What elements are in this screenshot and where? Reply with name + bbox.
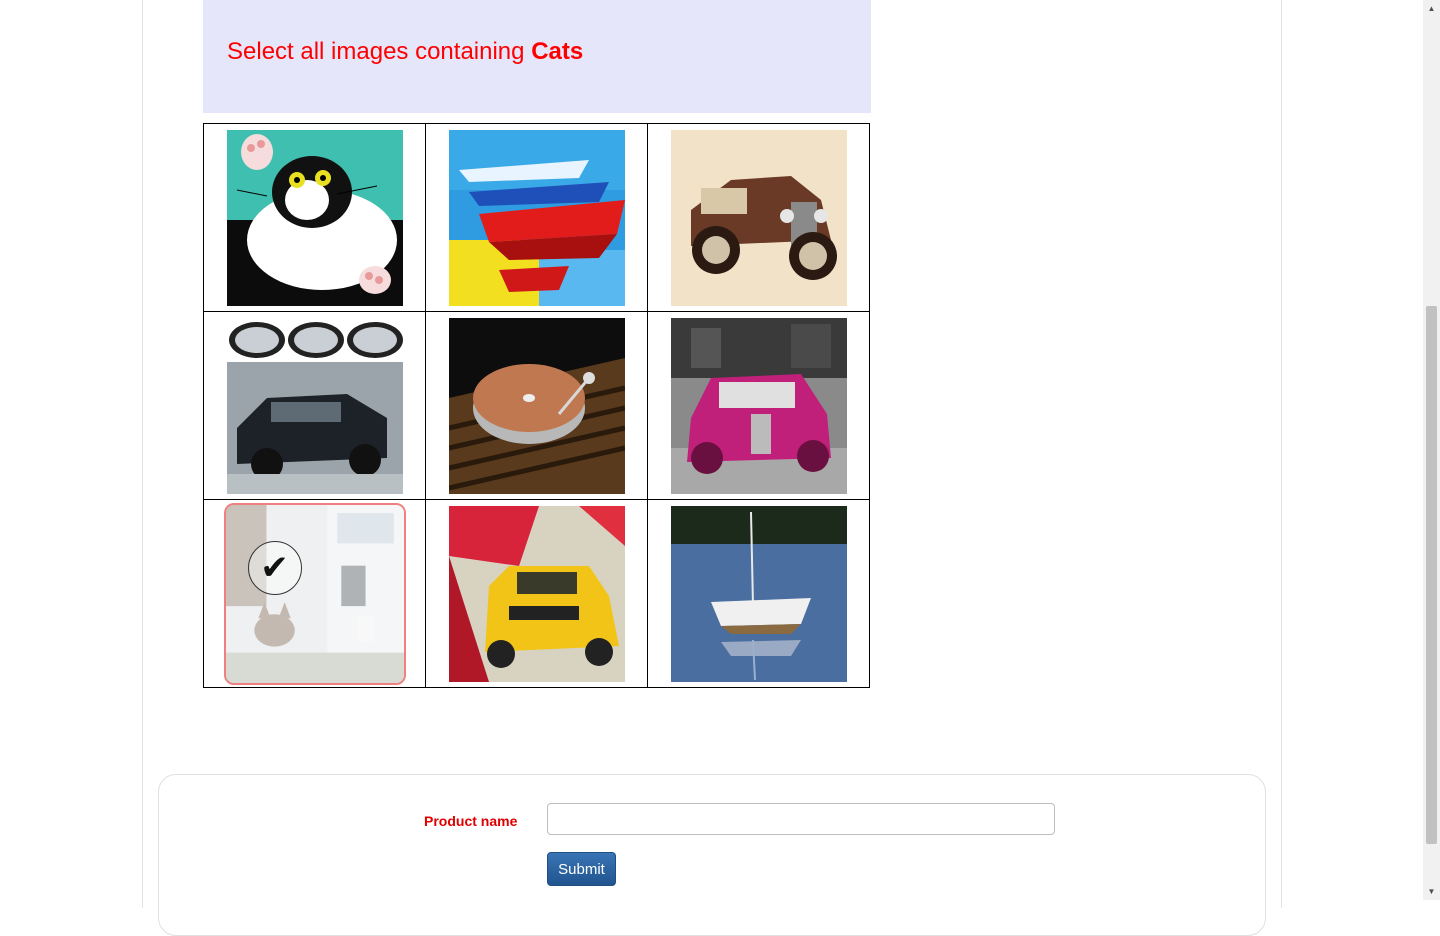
turntable-image — [449, 318, 625, 494]
captcha-image-grid: ✔ — [203, 123, 870, 688]
captcha-header: Select all images containing Cats — [203, 0, 871, 113]
captcha-tile-yellow-taxi[interactable] — [449, 506, 625, 682]
captcha-tile-turntable[interactable] — [449, 318, 625, 494]
captcha-cell — [426, 312, 648, 500]
scroll-down-arrow-icon[interactable]: ▼ — [1423, 883, 1440, 900]
captcha-tile-cat-painting[interactable] — [227, 130, 403, 306]
captcha-cell — [648, 124, 870, 312]
car-mirrors-rain-image — [227, 318, 403, 494]
captcha-tile-vintage-car[interactable] — [671, 130, 847, 306]
captcha-cell — [204, 124, 426, 312]
pink-old-car-image — [671, 318, 847, 494]
captcha-tile-car-mirrors[interactable] — [227, 318, 403, 494]
selected-overlay — [226, 505, 404, 683]
captcha-prompt-text: Select all images containing — [227, 38, 525, 65]
captcha-tile-cat-room[interactable]: ✔ — [224, 503, 406, 685]
scroll-up-arrow-icon[interactable]: ▲ — [1423, 0, 1440, 17]
captcha-prompt: Select all images containing Cats — [227, 38, 583, 66]
vintage-car-painting-image — [671, 130, 847, 306]
scrollbar-thumb[interactable] — [1426, 306, 1437, 844]
product-name-label: Product name — [424, 813, 517, 829]
boats-painting-image — [449, 130, 625, 306]
captcha-cell — [426, 500, 648, 688]
sailboat-image — [671, 506, 847, 682]
vertical-scrollbar[interactable]: ▲ ▼ — [1423, 0, 1440, 900]
captcha-target-word: Cats — [531, 38, 583, 65]
captcha-cell: ✔ — [204, 500, 426, 688]
product-form: Product name Submit — [158, 774, 1266, 936]
captcha-cell — [204, 312, 426, 500]
captcha-cell — [426, 124, 648, 312]
yellow-taxi-painting-image — [449, 506, 625, 682]
captcha-tile-sailboat[interactable] — [671, 506, 847, 682]
captcha-cell — [648, 500, 870, 688]
product-name-input[interactable] — [547, 803, 1055, 835]
submit-button[interactable]: Submit — [547, 852, 616, 886]
checkmark-icon: ✔ — [248, 541, 302, 595]
captcha-cell — [648, 312, 870, 500]
captcha-tile-pink-car[interactable] — [671, 318, 847, 494]
cat-painting-image — [227, 130, 403, 306]
captcha-tile-boats-painting[interactable] — [449, 130, 625, 306]
